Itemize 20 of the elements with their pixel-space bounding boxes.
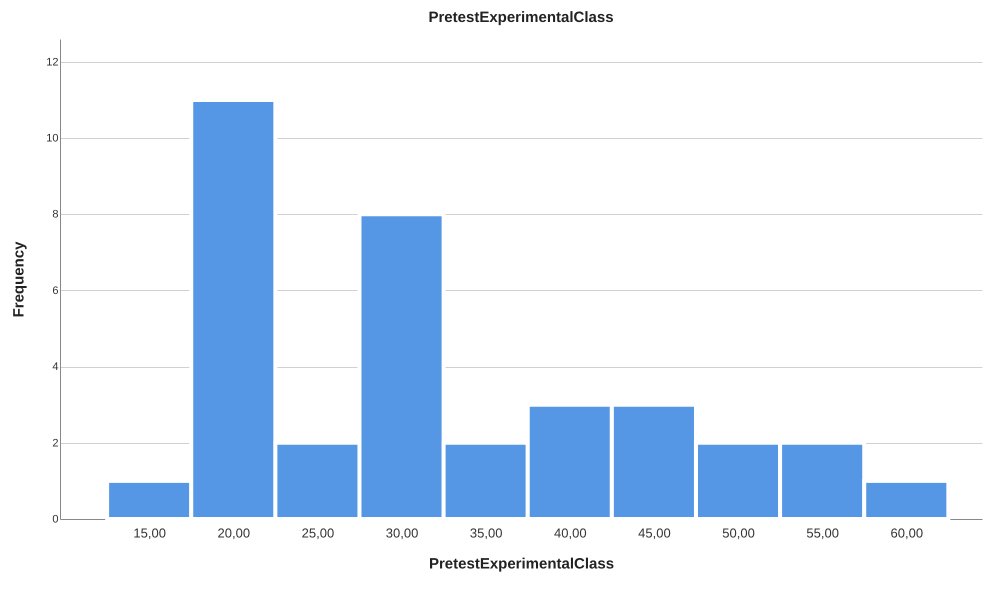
x-tick-label: 25,00 (302, 526, 334, 540)
x-tick-label: 40,00 (554, 526, 587, 540)
y-tick-label: 10 (46, 132, 58, 145)
y-tick-label: 4 (52, 361, 58, 374)
x-axis-title: PretestExperimentalClass (428, 556, 614, 572)
chart-title: PretestExperimentalClass (428, 9, 614, 26)
y-tick-label: 2 (52, 437, 58, 450)
x-tick-label: 35,00 (470, 526, 502, 540)
y-axis-title: Frequency (10, 240, 28, 318)
x-tick-label: 55,00 (806, 526, 839, 540)
x-tick-label: 45,00 (638, 526, 671, 540)
x-tick-label: 30,00 (386, 526, 418, 540)
y-tick-label: 0 (52, 514, 58, 526)
x-tick-label: 60,00 (890, 526, 924, 540)
x-tick-label: 20,00 (218, 526, 250, 540)
y-tick-label: 8 (52, 208, 58, 221)
x-tick-label: 15,00 (133, 526, 166, 540)
x-tick-label: 50,00 (722, 526, 755, 540)
y-tick-label: 6 (52, 284, 58, 297)
y-tick-label: 12 (46, 56, 58, 68)
